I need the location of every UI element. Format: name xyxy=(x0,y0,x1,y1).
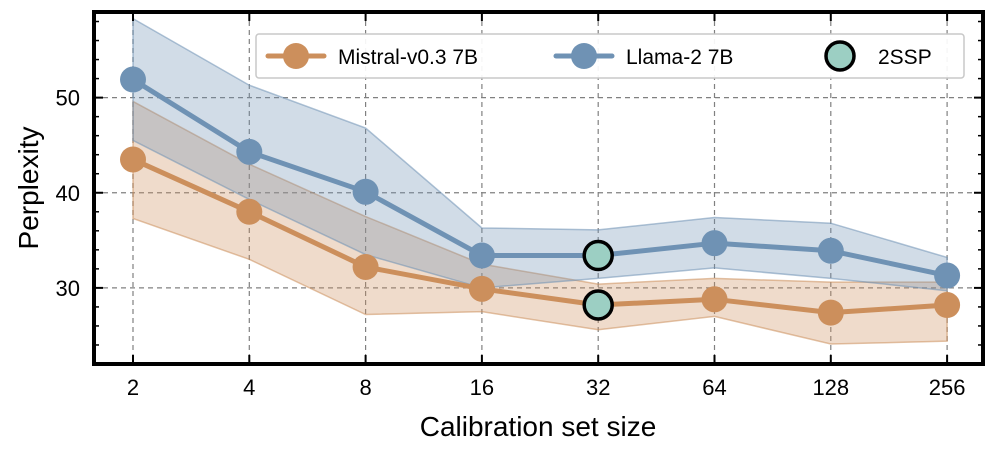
legend-label-2ssp: 2SSP xyxy=(878,46,932,69)
point-series-0-x4 xyxy=(236,198,263,225)
point-series-0-x8 xyxy=(352,253,379,280)
highlight-point-1 xyxy=(582,289,614,321)
confidence-bands xyxy=(132,17,948,345)
point-series-0-x128 xyxy=(817,299,844,326)
point-series-0-x64 xyxy=(701,286,728,313)
axis-ticks: 2 4 8 16 32 64 128 256 30 40 50 xyxy=(56,12,983,400)
band-series-1 xyxy=(132,17,948,292)
x-tick-label-2: 2 xyxy=(127,375,139,400)
x-tick-label-256: 256 xyxy=(929,375,966,400)
x-tick-label-64: 64 xyxy=(702,375,726,400)
point-series-1-x256 xyxy=(934,262,961,289)
point-series-1-x16 xyxy=(468,242,495,269)
highlight-points xyxy=(582,239,614,321)
point-series-1-x2 xyxy=(120,66,146,93)
plot-frame xyxy=(92,10,985,366)
line-series-0 xyxy=(130,156,950,316)
x-tick-label-16: 16 xyxy=(470,375,494,400)
legend-label-llama: Llama-2 7B xyxy=(626,46,733,69)
x-tick-label-4: 4 xyxy=(243,375,255,400)
point-series-1-x4 xyxy=(236,138,263,165)
legend-marker-mistral xyxy=(283,43,309,69)
highlight-point-0 xyxy=(582,239,614,272)
legend-marker-2ssp xyxy=(824,40,856,72)
point-series-1-x64 xyxy=(701,230,728,257)
point-series-1-x128 xyxy=(817,237,844,264)
point-series-0-x16 xyxy=(468,275,495,302)
y-tick-label-50: 50 xyxy=(56,86,80,111)
x-axis-label: Calibration set size xyxy=(420,411,657,442)
point-series-1-x8 xyxy=(352,178,379,205)
y-axis-label: Perplexity xyxy=(13,127,44,250)
x-tick-label-32: 32 xyxy=(586,375,610,400)
y-tick-label-30: 30 xyxy=(56,276,80,301)
line-series-1 xyxy=(130,77,950,279)
x-tick-label-128: 128 xyxy=(812,375,849,400)
band-series-0 xyxy=(132,100,948,345)
x-tick-label-8: 8 xyxy=(359,375,371,400)
legend-marker-llama xyxy=(571,43,597,69)
point-series-0-x2 xyxy=(120,146,146,173)
series-lines xyxy=(130,77,950,316)
y-tick-label-40: 40 xyxy=(56,181,80,206)
legend: Mistral-v0.3 7B Llama-2 7B 2SSP xyxy=(255,33,965,79)
point-series-0-x256 xyxy=(934,292,961,319)
legend-label-mistral: Mistral-v0.3 7B xyxy=(338,46,478,69)
